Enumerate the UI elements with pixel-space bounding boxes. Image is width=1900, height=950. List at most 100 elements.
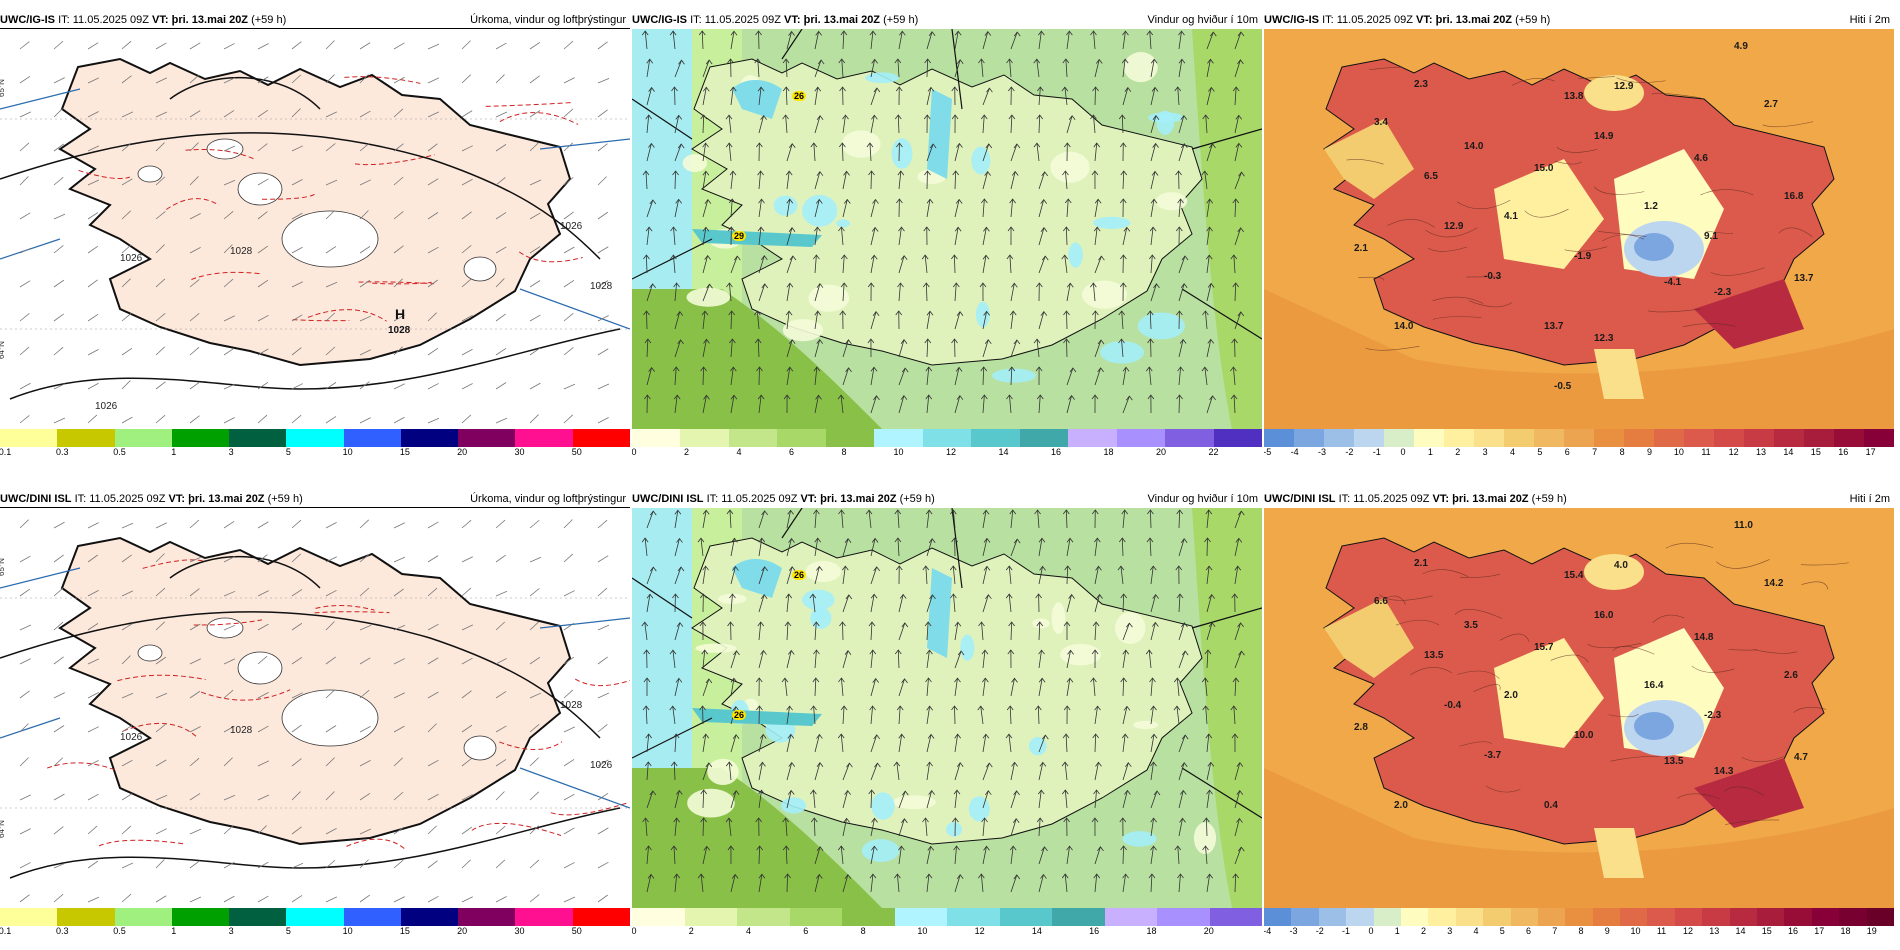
temperature-value-label: 2.6 bbox=[1784, 670, 1798, 681]
temperature-value-label: 2.1 bbox=[1414, 558, 1428, 569]
temperature-value-label: 14.0 bbox=[1464, 141, 1484, 152]
legend-tick-label: 14 bbox=[1031, 926, 1042, 936]
legend-tick-label: 10 bbox=[893, 447, 904, 457]
lead-time: (+59 h) bbox=[883, 14, 919, 26]
legend-tick-label: 0 bbox=[1368, 926, 1374, 936]
legend-swatch bbox=[1483, 908, 1511, 926]
legend-tick-label: 4 bbox=[1473, 926, 1479, 936]
legend-tick-label: 18 bbox=[1840, 926, 1851, 936]
isobar-label: 1026 bbox=[95, 401, 118, 412]
panel-header: UWC/DINI ISL IT: 11.05.2025 09Z VT: þri.… bbox=[1264, 491, 1894, 507]
legend-tick-label: 20 bbox=[1155, 447, 1167, 457]
temperature-value-label: 14.8 bbox=[1694, 632, 1714, 643]
legend-tick-label: 5 bbox=[285, 447, 291, 457]
temperature-value-label: 2.7 bbox=[1764, 99, 1778, 110]
legend-tick-label: 14 bbox=[1783, 447, 1794, 457]
temperature-value-label: 2.3 bbox=[1414, 79, 1428, 90]
temperature-value-label: 6.6 bbox=[1374, 596, 1388, 607]
legend-tick-label: 6 bbox=[803, 926, 809, 936]
legend-tick-label: 17 bbox=[1814, 926, 1825, 936]
precip-map: 1028 1026 1028 1026 1026 H 1028 65°N 64°N bbox=[0, 28, 630, 430]
legend-swatch bbox=[515, 429, 573, 447]
wind-map: 26 26 bbox=[632, 508, 1262, 908]
legend-tick-label: 1 bbox=[1394, 926, 1400, 936]
panel-header: UWC/DINI ISL IT: 11.05.2025 09Z VT: þri.… bbox=[632, 491, 1262, 507]
panel-row1-wind: UWC/IG-IS IT: 11.05.2025 09Z VT: þri. 13… bbox=[632, 12, 1262, 462]
temperature-value-label: 1.2 bbox=[1644, 201, 1658, 212]
legend-tick-label: 20 bbox=[1203, 926, 1214, 936]
legend-tick-label: 0 bbox=[632, 926, 637, 936]
temperature-value-label: 14.0 bbox=[1394, 321, 1414, 332]
legend-swatch bbox=[1068, 429, 1117, 447]
legend-swatch bbox=[343, 908, 401, 926]
legend-swatch bbox=[1354, 429, 1384, 447]
legend-swatch bbox=[728, 429, 778, 447]
legend-swatch bbox=[57, 429, 115, 447]
model-name: UWC/IG-IS bbox=[632, 14, 687, 26]
init-time: IT: 11.05.2025 09Z bbox=[1338, 493, 1430, 505]
legend-tick-label: 6 bbox=[788, 447, 795, 457]
init-time: IT: 11.05.2025 09Z bbox=[74, 493, 166, 505]
lead-time: (+59 h) bbox=[267, 493, 303, 505]
lead-time: (+59 h) bbox=[1515, 14, 1551, 26]
legend-tick-label: -1 bbox=[1372, 447, 1381, 457]
temperature-value-label: 13.7 bbox=[1794, 273, 1814, 284]
legend-tick-label: 5 bbox=[1537, 447, 1543, 457]
legend-tick-label: -2 bbox=[1345, 447, 1354, 457]
isobar-label: 1028 bbox=[590, 281, 613, 292]
legend-tick-label: 12 bbox=[974, 926, 985, 936]
legend-tick-label: 8 bbox=[1619, 447, 1625, 457]
max-gust-label: 26 bbox=[732, 710, 747, 720]
precip-map-graphic: 1028 1026 1028 1026 1026 H 1028 65°N 64°N bbox=[0, 29, 630, 429]
panel-row2-precip: UWC/DINI ISL IT: 11.05.2025 09Z VT: þri.… bbox=[0, 491, 630, 941]
model-name: UWC/IG-IS bbox=[1264, 14, 1319, 26]
isobar-label: 1026 bbox=[120, 253, 143, 264]
legend-tick-label: -5 bbox=[1264, 447, 1272, 457]
high-pressure-marker: H bbox=[395, 306, 405, 322]
legend-swatch bbox=[680, 429, 729, 447]
legend-swatch bbox=[1428, 908, 1456, 926]
wind-map: 26 29 bbox=[632, 29, 1262, 429]
legend-tick-label: 0.3 bbox=[56, 926, 69, 936]
legend-swatch bbox=[1414, 429, 1444, 447]
isobar-label: 1028 bbox=[230, 725, 253, 736]
temperature-value-label: 4.0 bbox=[1614, 560, 1628, 571]
legend-tick-label: 0.3 bbox=[56, 447, 69, 457]
legend-tick-label: 20 bbox=[457, 447, 468, 457]
panel-title: Hiti í 2m bbox=[1849, 14, 1890, 26]
legend-tick-label: 0.1 bbox=[0, 926, 12, 936]
legend-tick-label: 15 bbox=[399, 926, 410, 936]
legend-swatch bbox=[1157, 908, 1210, 926]
legend-tick-label: 9 bbox=[1646, 447, 1652, 457]
legend-swatch bbox=[1565, 908, 1593, 926]
legend-swatch bbox=[1774, 429, 1804, 447]
valid-time: VT: þri. 13.mai 20Z bbox=[800, 493, 897, 505]
temperature-value-label: 15.7 bbox=[1534, 642, 1554, 653]
panel-title: Úrkoma, vindur og loftþrýstingur bbox=[470, 493, 626, 505]
legend-tick-label: 12 bbox=[1682, 926, 1694, 936]
legend-swatch bbox=[1839, 908, 1867, 926]
temperature-value-label: 3.4 bbox=[1374, 117, 1388, 128]
wind-legend-ticks: 0 2 4 6 8 10 12 14 16 18 20 22 bbox=[632, 447, 1262, 459]
temperature-value-label: 9.1 bbox=[1704, 231, 1718, 242]
legend-swatch bbox=[1474, 429, 1504, 447]
wind-legend-bar bbox=[632, 908, 1262, 926]
legend-swatch bbox=[632, 429, 681, 447]
legend-swatch bbox=[1346, 908, 1374, 926]
legend-swatch bbox=[1510, 908, 1538, 926]
legend-swatch bbox=[114, 908, 172, 926]
legend-tick-label: 12 bbox=[945, 447, 957, 457]
isobar-label: 1026 bbox=[120, 732, 143, 743]
panel-header: UWC/IG-IS IT: 11.05.2025 09Z VT: þri. 13… bbox=[0, 12, 630, 28]
legend-tick-label: 18 bbox=[1103, 447, 1114, 457]
legend-tick-label: 10 bbox=[1630, 926, 1641, 936]
legend-tick-label: 3 bbox=[228, 926, 234, 936]
legend-swatch bbox=[874, 429, 923, 447]
legend-swatch bbox=[1729, 908, 1758, 926]
legend-swatch bbox=[515, 908, 573, 926]
temperature-value-label: 13.5 bbox=[1664, 756, 1684, 767]
legend-tick-label: 2 bbox=[1455, 447, 1461, 457]
legend-tick-label: 4 bbox=[746, 926, 752, 936]
legend-swatch bbox=[1400, 908, 1429, 926]
temperature-value-label: 14.9 bbox=[1594, 131, 1614, 142]
